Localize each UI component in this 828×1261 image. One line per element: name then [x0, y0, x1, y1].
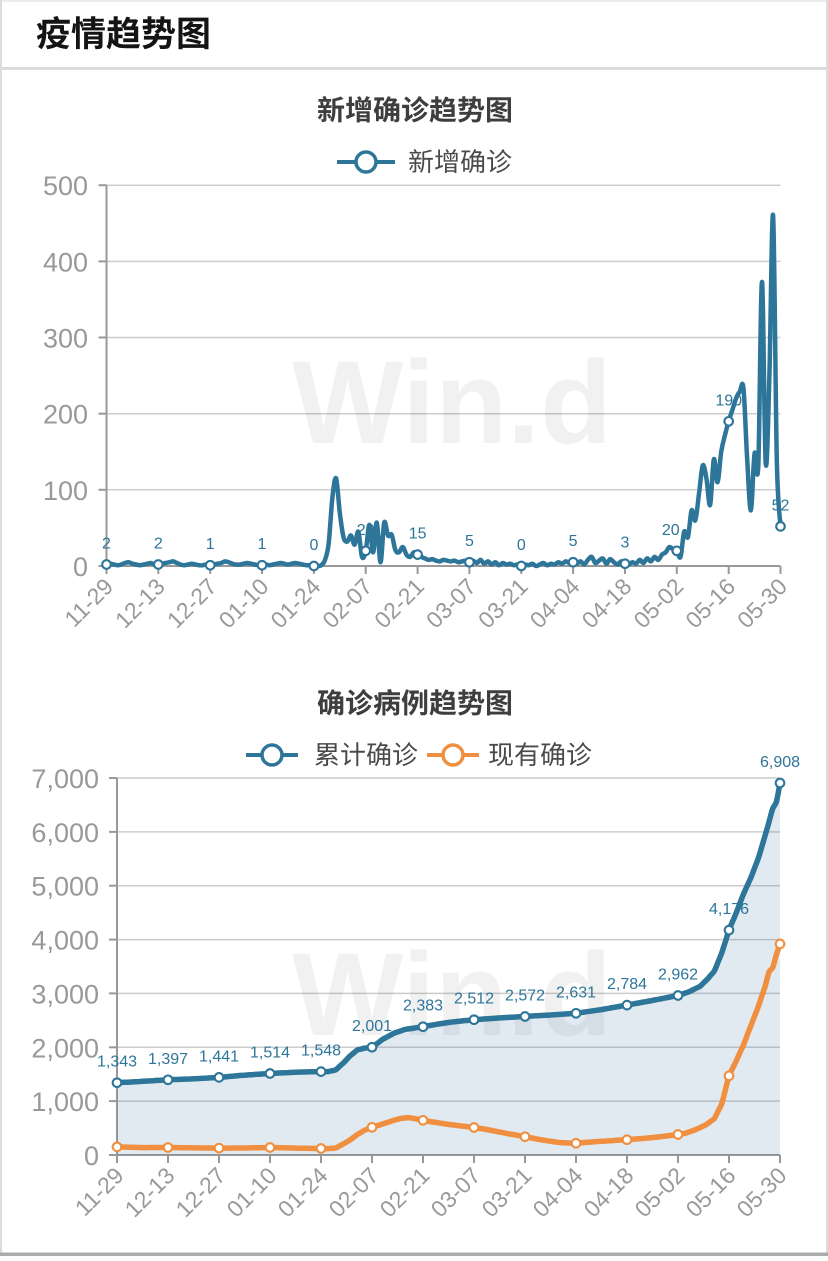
svg-text:1: 1 [258, 536, 267, 553]
svg-text:0: 0 [84, 1141, 99, 1171]
svg-text:20: 20 [357, 522, 375, 539]
svg-text:5,000: 5,000 [31, 872, 99, 902]
svg-text:1: 1 [206, 536, 215, 553]
svg-text:2,572: 2,572 [505, 988, 545, 1005]
svg-text:0: 0 [309, 537, 318, 554]
svg-text:4,000: 4,000 [31, 926, 99, 956]
svg-text:15: 15 [409, 526, 427, 543]
svg-text:2,784: 2,784 [607, 976, 647, 993]
svg-text:2,383: 2,383 [403, 998, 443, 1015]
svg-text:3,000: 3,000 [31, 979, 99, 1009]
svg-text:2: 2 [102, 536, 111, 553]
svg-text:0: 0 [73, 552, 88, 582]
svg-text:300: 300 [43, 324, 88, 354]
svg-text:1,514: 1,514 [250, 1045, 290, 1062]
svg-text:2,512: 2,512 [454, 991, 494, 1008]
svg-text:1,548: 1,548 [301, 1043, 341, 1060]
svg-text:190: 190 [715, 392, 742, 409]
svg-text:1,343: 1,343 [97, 1054, 137, 1071]
svg-text:Win.d: Win.d [292, 929, 612, 1061]
svg-text:200: 200 [43, 400, 88, 430]
svg-text:500: 500 [43, 171, 88, 201]
svg-text:7,000: 7,000 [31, 764, 99, 794]
svg-text:2,000: 2,000 [31, 1033, 99, 1063]
svg-text:2,001: 2,001 [352, 1018, 392, 1035]
svg-text:Win.d: Win.d [292, 337, 612, 469]
svg-text:2,631: 2,631 [556, 984, 596, 1001]
svg-text:400: 400 [43, 247, 88, 277]
svg-text:100: 100 [43, 476, 88, 506]
svg-text:1,000: 1,000 [31, 1087, 99, 1117]
svg-text:1,397: 1,397 [148, 1051, 188, 1068]
svg-text:4,176: 4,176 [709, 901, 749, 918]
svg-text:52: 52 [772, 497, 790, 514]
svg-text:20: 20 [662, 522, 680, 539]
svg-text:3: 3 [621, 535, 630, 552]
svg-text:6,000: 6,000 [31, 818, 99, 848]
svg-text:6,908: 6,908 [760, 754, 800, 771]
svg-text:1,441: 1,441 [199, 1048, 239, 1065]
svg-text:2: 2 [154, 536, 163, 553]
svg-text:5: 5 [569, 533, 578, 550]
svg-text:2,962: 2,962 [658, 967, 698, 984]
svg-text:0: 0 [517, 537, 526, 554]
svg-text:5: 5 [465, 533, 474, 550]
